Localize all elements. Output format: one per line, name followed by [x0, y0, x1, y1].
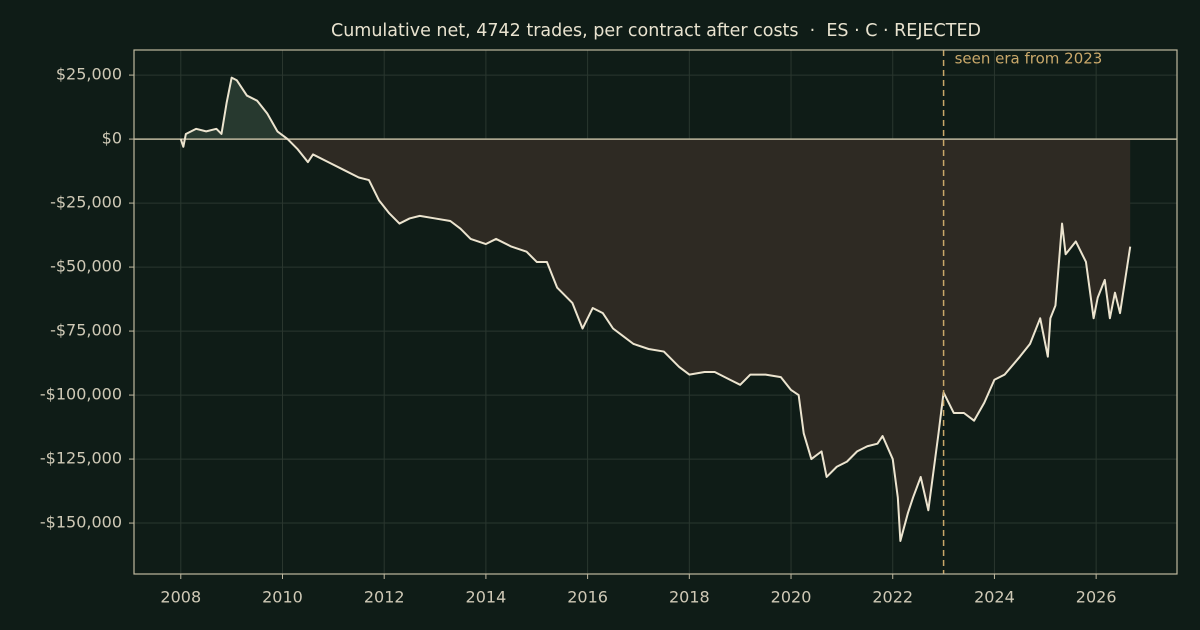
y-tick-label: -$50,000 — [50, 257, 122, 276]
x-tick-label: 2024 — [974, 588, 1015, 607]
plot-frame — [133, 49, 1178, 575]
x-tick-label: 2020 — [771, 588, 812, 607]
x-tick-label: 2026 — [1076, 588, 1117, 607]
x-tick-label: 2014 — [466, 588, 507, 607]
y-tick-label: -$100,000 — [40, 385, 122, 404]
x-tick-label: 2012 — [364, 588, 405, 607]
y-tick-label: -$75,000 — [50, 321, 122, 340]
line — [179, 76, 1132, 542]
y-tick-label: -$125,000 — [40, 449, 122, 468]
y-tick-label: $0 — [102, 129, 122, 148]
area-negative — [180, 139, 1131, 541]
x-tick-label: 2010 — [262, 588, 303, 607]
x-tick-label: 2008 — [160, 588, 201, 607]
annotation-label: seen era from 2023 — [955, 50, 1103, 68]
x-tick-label: 2018 — [669, 588, 710, 607]
y-tick-label: -$25,000 — [50, 193, 122, 212]
x-tick-label: 2022 — [872, 588, 913, 607]
area-positive — [180, 77, 288, 140]
y-tick-label: $25,000 — [56, 65, 122, 84]
x-tick-label: 2016 — [567, 588, 608, 607]
y-tick-label: -$150,000 — [40, 513, 122, 532]
chart-title: Cumulative net, 4742 trades, per contrac… — [331, 21, 981, 41]
